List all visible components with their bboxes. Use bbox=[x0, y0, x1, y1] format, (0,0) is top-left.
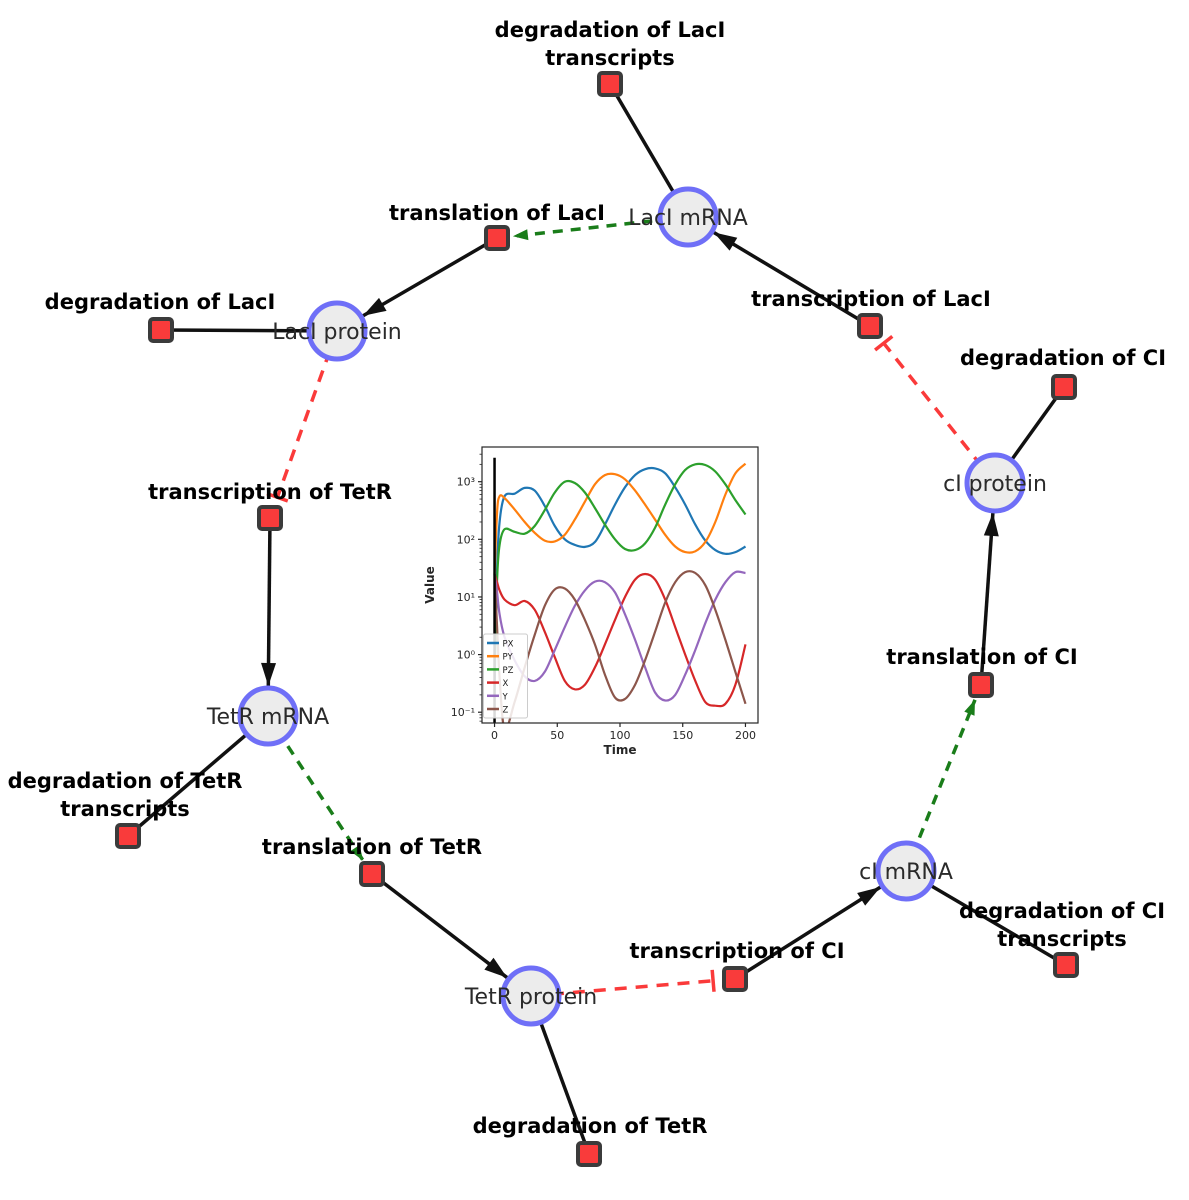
legend-label: PX bbox=[503, 640, 514, 650]
reaction-node-deg-laci[interactable] bbox=[148, 317, 174, 343]
chart-legend: PX PY PZ XYZ bbox=[483, 633, 528, 719]
species-node-laci-protein[interactable] bbox=[306, 300, 368, 362]
edge-production-transcription-ci--ci-mrna bbox=[734, 885, 882, 981]
reaction-node-translation-ci[interactable] bbox=[968, 672, 994, 698]
reaction-node-deg-ci-tx[interactable] bbox=[1053, 952, 1079, 978]
series-line-PX bbox=[493, 466, 747, 695]
series-line-Z bbox=[493, 570, 747, 723]
y-tick-label: 10² bbox=[457, 533, 475, 546]
edge-plain-ci-mrna--deg-ci-tx bbox=[905, 869, 1067, 967]
y-tick-label: 10³ bbox=[457, 476, 475, 489]
series-line-PZ bbox=[493, 462, 747, 672]
edge-production-translation-laci--laci-protein bbox=[362, 236, 498, 318]
legend-label: PZ bbox=[503, 666, 514, 676]
x-axis-label: Time bbox=[604, 743, 637, 757]
species-node-ci-protein[interactable] bbox=[964, 452, 1026, 514]
reaction-label-deg-tetr: degradation of TetR bbox=[473, 1114, 708, 1138]
edge-production-translation-tetr--tetr-protein bbox=[370, 872, 509, 980]
edge-activation-ci-mrna--translation-ci bbox=[904, 699, 977, 872]
species-node-tetr-mrna[interactable] bbox=[237, 685, 299, 747]
species-label-laci-protein: LacI protein bbox=[272, 320, 402, 345]
plot-frame bbox=[481, 446, 759, 724]
edge-production-transcription-laci--laci-mrna bbox=[712, 230, 871, 328]
reaction-node-deg-tetr-tx[interactable] bbox=[115, 823, 141, 849]
series-line-PY bbox=[493, 462, 747, 575]
simulation-timeseries-chart: 0 50 100 150 20010⁻¹10⁰10¹10²10³TimeValuePXP… bbox=[423, 446, 759, 757]
reaction-label-translation-laci: translation of LacI bbox=[389, 201, 605, 225]
species-label-ci-protein: cI protein bbox=[943, 472, 1047, 497]
edge-activation-laci-mrna--translation-laci bbox=[512, 215, 689, 241]
x-tick-label: 150 bbox=[672, 729, 693, 742]
species-node-laci-mrna[interactable] bbox=[657, 186, 719, 248]
legend-label: Z bbox=[503, 706, 509, 716]
y-tick-label: 10⁰ bbox=[457, 649, 476, 662]
x-tick-label: 200 bbox=[735, 729, 756, 742]
species-label-tetr-protein: TetR protein bbox=[464, 985, 597, 1010]
reaction-label-deg-ci: degradation of CI bbox=[960, 346, 1166, 370]
reaction-node-deg-laci-tx[interactable] bbox=[597, 71, 623, 97]
reaction-label-deg-laci-tx: degradation of LacI transcripts bbox=[495, 18, 726, 70]
reaction-label-transcription-tetr: transcription of TetR bbox=[148, 480, 392, 504]
legend-label: X bbox=[503, 679, 509, 689]
reaction-node-deg-ci[interactable] bbox=[1051, 374, 1077, 400]
species-node-tetr-protein[interactable] bbox=[500, 965, 562, 1027]
reaction-label-deg-ci-tx: degradation of CI transcripts bbox=[959, 899, 1165, 951]
reaction-label-translation-tetr: translation of TetR bbox=[262, 835, 482, 859]
species-label-tetr-mrna: TetR mRNA bbox=[206, 705, 329, 730]
label-layer: degradation of LacI transcripts translatio… bbox=[8, 18, 1166, 1138]
edge-production-transcription-tetr--tetr-mrna bbox=[261, 517, 277, 687]
species-label-laci-mrna: LacI mRNA bbox=[628, 206, 748, 231]
x-tick-label: 100 bbox=[610, 729, 631, 742]
series-line-X bbox=[493, 572, 747, 708]
species-node-ci-mrna[interactable] bbox=[875, 840, 937, 902]
reaction-node-translation-laci[interactable] bbox=[484, 225, 510, 251]
edge-production-translation-ci--ci-protein bbox=[979, 512, 999, 686]
legend-label: PY bbox=[503, 653, 514, 663]
axis-ticks: 0 50 100 150 200 10⁻¹ 10⁰ 10¹ 10² 10³ bbox=[451, 453, 756, 742]
x-tick-label: 0 bbox=[491, 729, 498, 742]
node-layer bbox=[115, 71, 1079, 1167]
edge-activation-tetr-mrna--translation-tetr bbox=[266, 715, 365, 862]
legend-label: Y bbox=[502, 692, 509, 702]
edge-plain-tetr-mrna--deg-tetr-tx bbox=[126, 714, 270, 838]
reaction-label-transcription-laci: transcription of LacI bbox=[751, 287, 991, 311]
reaction-label-transcription-ci: transcription of CI bbox=[629, 939, 844, 963]
y-axis-label: Value bbox=[423, 566, 437, 604]
y-tick-label: 10¹ bbox=[457, 591, 475, 604]
species-label-ci-mrna: cI mRNA bbox=[859, 860, 953, 885]
reaction-label-translation-ci: translation of CI bbox=[886, 645, 1077, 669]
reaction-node-transcription-laci[interactable] bbox=[857, 313, 883, 339]
reaction-node-transcription-tetr[interactable] bbox=[257, 505, 283, 531]
y-tick-label: 10⁻¹ bbox=[451, 706, 475, 719]
reaction-label-deg-tetr-tx: degradation of TetR transcripts bbox=[8, 769, 243, 821]
reaction-node-translation-tetr[interactable] bbox=[359, 861, 385, 887]
x-tick-label: 50 bbox=[550, 729, 564, 742]
reaction-label-deg-laci: degradation of LacI bbox=[45, 290, 276, 314]
series-layer bbox=[493, 457, 747, 723]
reaction-node-deg-tetr[interactable] bbox=[576, 1141, 602, 1167]
reaction-node-transcription-ci[interactable] bbox=[722, 966, 748, 992]
